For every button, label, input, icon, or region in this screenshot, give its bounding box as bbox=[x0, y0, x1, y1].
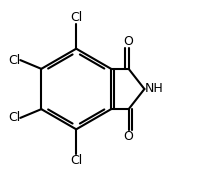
Text: Cl: Cl bbox=[8, 54, 20, 67]
Text: NH: NH bbox=[144, 82, 163, 96]
Text: Cl: Cl bbox=[8, 111, 20, 124]
Text: Cl: Cl bbox=[70, 11, 82, 24]
Text: O: O bbox=[124, 130, 134, 143]
Text: Cl: Cl bbox=[70, 154, 82, 167]
Text: O: O bbox=[124, 35, 134, 48]
